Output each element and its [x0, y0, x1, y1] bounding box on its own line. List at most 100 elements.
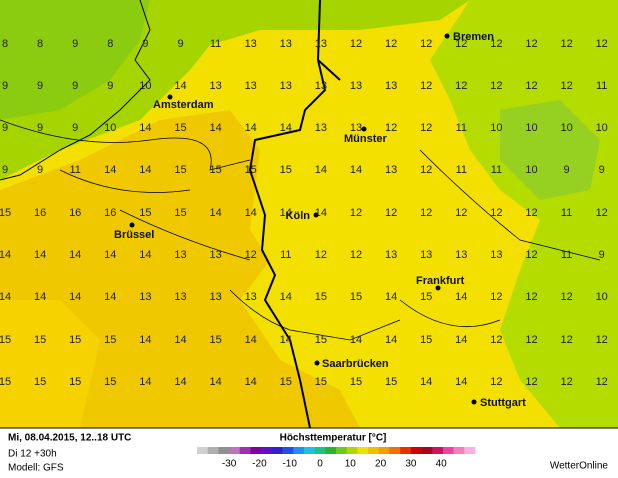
grid-value: 14 — [69, 291, 81, 303]
grid-value: 13 — [350, 122, 362, 134]
scale-swatch — [346, 447, 358, 454]
scale-swatch — [229, 447, 241, 454]
grid-value: 13 — [245, 80, 257, 92]
grid-value: 12 — [385, 38, 397, 50]
grid-value: 13 — [385, 164, 397, 176]
grid-value: 11 — [561, 249, 572, 261]
grid-value: 15 — [350, 376, 362, 388]
city-dot — [471, 399, 477, 405]
grid-value: 9 — [2, 80, 8, 92]
grid-value: 14 — [34, 249, 46, 261]
grid-value: 9 — [177, 38, 183, 50]
scale-swatch — [282, 447, 294, 454]
grid-value: 14 — [34, 291, 46, 303]
grid-value: 14 — [385, 334, 397, 346]
grid-value: 9 — [72, 80, 78, 92]
grid-value: 11 — [210, 38, 221, 50]
grid-value: 13 — [385, 80, 397, 92]
grid-value: 14 — [280, 122, 292, 134]
legend-title: Höchsttemperatur [°C] — [280, 433, 387, 444]
scale-swatch — [293, 447, 305, 454]
scale-tick-label: -30 — [222, 459, 237, 470]
coastline — [0, 0, 151, 181]
grid-value: 15 — [385, 376, 397, 388]
city-dot — [444, 33, 450, 39]
grid-value: 15 — [174, 207, 186, 219]
grid-value: 15 — [174, 164, 186, 176]
scale-tick-label: -10 — [282, 459, 297, 470]
grid-value: 9 — [599, 249, 605, 261]
city-label: Saarbrücken — [322, 358, 389, 370]
grid-value: 12 — [525, 376, 537, 388]
grid-value: 16 — [34, 207, 46, 219]
grid-value: 13 — [385, 249, 397, 261]
grid-value: 12 — [525, 80, 537, 92]
grid-value: 14 — [245, 376, 257, 388]
grid-value: 15 — [420, 291, 432, 303]
grid-value: 13 — [455, 249, 467, 261]
grid-value: 12 — [455, 80, 467, 92]
grid-value: 9 — [37, 80, 43, 92]
grid-value: 13 — [245, 291, 257, 303]
grid-value: 14 — [174, 80, 186, 92]
grid-value: 12 — [315, 249, 327, 261]
grid-value: 15 — [315, 334, 327, 346]
date-label: Mi, 08.04.2015, 12..18 UTC — [8, 433, 131, 444]
grid-value: 9 — [107, 80, 113, 92]
grid-value: 13 — [209, 80, 221, 92]
grid-value: 15 — [280, 164, 292, 176]
city-label: Stuttgart — [480, 397, 526, 409]
city-dot — [435, 285, 441, 291]
grid-value: 14 — [0, 249, 11, 261]
grid-value: 12 — [490, 80, 502, 92]
grid-value: 14 — [385, 291, 397, 303]
city-dot — [313, 212, 319, 218]
grid-value: 12 — [525, 249, 537, 261]
cold-zone-east — [500, 100, 600, 200]
city-label: Münster — [344, 133, 388, 145]
grid-value: 15 — [0, 334, 11, 346]
grid-value: 9 — [2, 122, 8, 134]
grid-value: 12 — [490, 376, 502, 388]
grid-value: 15 — [420, 334, 432, 346]
grid-value: 9 — [37, 164, 43, 176]
grid-value: 14 — [455, 291, 467, 303]
scale-swatch — [314, 447, 326, 454]
grid-value: 12 — [455, 207, 467, 219]
grid-value: 15 — [139, 207, 151, 219]
cold-zone — [0, 0, 150, 120]
country-border — [248, 0, 341, 429]
grid-value: 12 — [350, 207, 362, 219]
grid-value: 13 — [350, 80, 362, 92]
scale-swatch — [303, 447, 315, 454]
grid-value: 15 — [0, 207, 11, 219]
grid-value: 13 — [245, 38, 257, 50]
grid-value: 9 — [72, 122, 78, 134]
grid-value: 12 — [596, 207, 608, 219]
grid-value: 11 — [491, 164, 502, 176]
scale-tick-label: 10 — [345, 459, 357, 470]
grid-value: 14 — [245, 122, 257, 134]
grid-value: 12 — [560, 334, 572, 346]
grid-value: 15 — [69, 376, 81, 388]
city-dot — [314, 360, 320, 366]
grid-value: 10 — [560, 122, 572, 134]
brand: WetterOnline — [550, 461, 609, 472]
grid-value: 12 — [350, 249, 362, 261]
grid-value: 14 — [174, 334, 186, 346]
grid-value: 12 — [420, 207, 432, 219]
grid-value: 12 — [525, 38, 537, 50]
grid-value: 12 — [596, 38, 608, 50]
grid-value: 8 — [107, 38, 113, 50]
scale-tick-label: 20 — [375, 459, 387, 470]
grid-value: 12 — [385, 122, 397, 134]
grid-value: 13 — [209, 249, 221, 261]
scale-swatch — [250, 447, 262, 454]
scale-swatch — [368, 447, 380, 454]
grid-value: 14 — [455, 334, 467, 346]
grid-value: 10 — [490, 122, 502, 134]
grid-value: 10 — [596, 291, 608, 303]
city-dot — [167, 94, 173, 100]
grid-value: 14 — [104, 291, 116, 303]
